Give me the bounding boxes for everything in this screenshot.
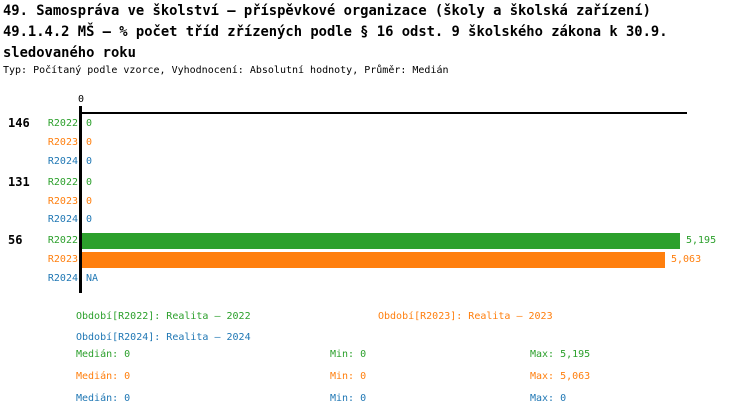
series-label: R2023	[47, 137, 78, 148]
chart-title-line-1: 49. Samospráva ve školství – příspěvkové…	[3, 3, 651, 19]
chart-row: R2024 0	[0, 210, 750, 229]
series-label: R2022	[47, 177, 78, 188]
bar-r2022	[82, 233, 680, 249]
chart-meta-subtitle: Typ: Počítaný podle vzorce, Vyhodnocení:…	[3, 65, 449, 76]
chart-row: 131 R2022 0	[0, 173, 750, 192]
axis-line-horizontal	[81, 112, 687, 114]
value-label: 0	[86, 196, 93, 207]
stat-min-r2024: Min: 0	[330, 393, 367, 404]
series-label: R2024	[47, 214, 78, 225]
bar-value-label: 5,063	[671, 254, 702, 265]
chart-title-line-3: sledovaného roku	[3, 45, 136, 61]
axis-line-vertical	[79, 106, 82, 293]
chart-row: R2024 0	[0, 152, 750, 171]
stat-max-r2022: Max: 5,195	[530, 349, 591, 360]
series-label: R2022	[47, 118, 78, 129]
chart-row: R2023 5,063	[0, 250, 750, 269]
chart-row: R2024 NA	[0, 269, 750, 288]
chart-row: R2023 0	[0, 192, 750, 211]
value-label: 0	[86, 137, 93, 148]
chart-title-line-2: 49.1.4.2 MŠ – % počet tříd zřízených pod…	[3, 24, 668, 40]
value-label: 0	[86, 118, 93, 129]
legend-entry-r2023: Období[R2023]: Realita – 2023	[378, 311, 553, 322]
group-label: 56	[8, 233, 23, 247]
chart-row: R2023 0	[0, 133, 750, 152]
stat-median-r2023: Medián: 0	[76, 371, 131, 382]
value-label: 0	[86, 214, 93, 225]
series-label: R2022	[47, 235, 78, 246]
legend-entry-r2022: Období[R2022]: Realita – 2022	[76, 311, 251, 322]
chart-row: 146 R2022 0	[0, 114, 750, 133]
chart-row: 56 R2022 5,195	[0, 231, 750, 250]
value-label: 0	[86, 156, 93, 167]
stat-median-r2024: Medián: 0	[76, 393, 131, 404]
series-label: R2024	[47, 273, 78, 284]
bar-r2023	[82, 252, 665, 268]
group-label: 131	[8, 175, 30, 189]
value-label: 0	[86, 177, 93, 188]
bar-value-label: 5,195	[686, 235, 717, 246]
axis-tick-label-zero: 0	[77, 94, 85, 105]
series-label: R2024	[47, 156, 78, 167]
stat-min-r2022: Min: 0	[330, 349, 367, 360]
series-label: R2023	[47, 254, 78, 265]
stat-max-r2024: Max: 0	[530, 393, 567, 404]
stat-median-r2022: Medián: 0	[76, 349, 131, 360]
stat-min-r2023: Min: 0	[330, 371, 367, 382]
series-label: R2023	[47, 196, 78, 207]
legend-entry-r2024: Období[R2024]: Realita – 2024	[76, 332, 251, 343]
stat-max-r2023: Max: 5,063	[530, 371, 591, 382]
na-value-label: NA	[86, 273, 99, 284]
group-label: 146	[8, 116, 30, 130]
